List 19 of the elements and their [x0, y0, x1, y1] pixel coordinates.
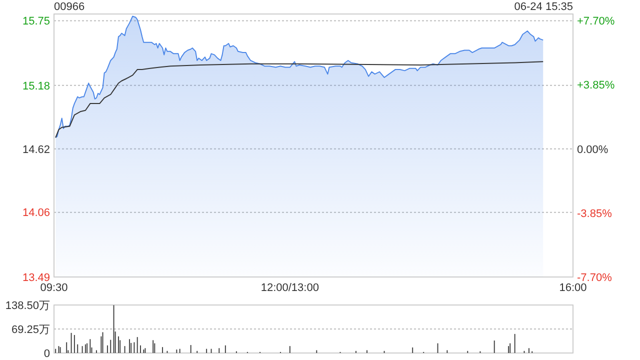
- chart-subtitle: 06-24 15:35: [514, 1, 573, 13]
- y2-tick-label: 0.00%: [577, 144, 608, 156]
- y-tick-label: 13.49: [22, 272, 50, 284]
- y-tick-label: 14.06: [22, 207, 50, 220]
- x-tick-label: 09:30: [40, 282, 68, 294]
- y-tick-label: 0: [44, 348, 50, 360]
- y2-tick-label: -3.85%: [577, 208, 612, 220]
- y2-tick-label: +3.85%: [577, 80, 615, 92]
- y-tick-label: 138.50万: [5, 300, 50, 312]
- y-tick-label: 14.62: [22, 144, 50, 156]
- y-tick-label: 15.75: [22, 16, 50, 28]
- x-tick-label: 12:00/13:00: [260, 282, 319, 294]
- y-tick-label: 69.25万: [11, 324, 50, 336]
- x-tick-label: 16:00: [559, 282, 587, 294]
- line-series: [55, 61, 544, 138]
- y2-tick-label: -7.70%: [577, 272, 612, 284]
- y2-tick-label: +7.70%: [577, 16, 615, 28]
- y-tick-label: 15.18: [22, 80, 50, 92]
- chart-title: 00966: [54, 1, 85, 13]
